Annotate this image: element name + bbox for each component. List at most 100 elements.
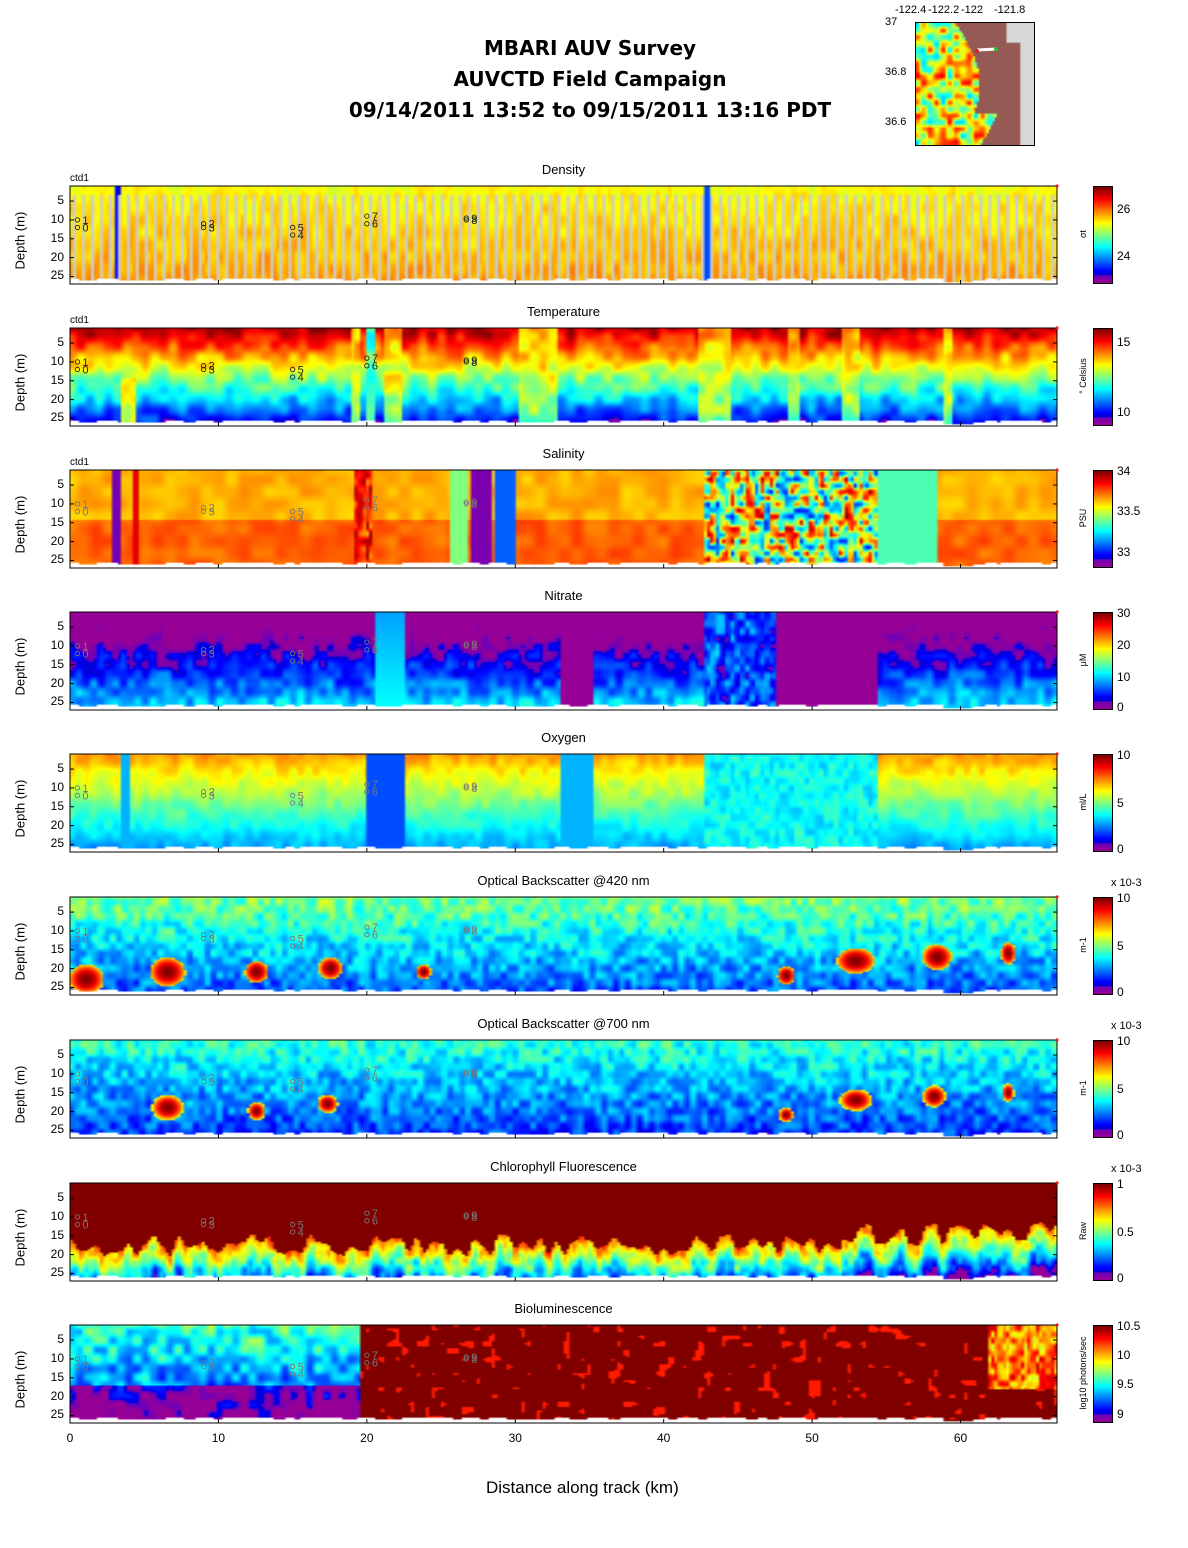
heatmap-image (70, 1325, 1057, 1423)
colorbar (1093, 754, 1113, 852)
waypoint-marker (364, 647, 370, 653)
waypoint-marker (463, 1354, 469, 1360)
waypoint-label: 8 (471, 215, 477, 227)
map-image (915, 22, 1035, 146)
colorbar-tick-label: 30 (1117, 606, 1131, 620)
waypoint-marker (364, 497, 370, 503)
y-tick-label: 20 (50, 533, 64, 548)
waypoint-marker (74, 935, 81, 942)
waypoint-label: 2 (209, 787, 215, 799)
waypoint-marker (463, 1212, 469, 1218)
heatmap-image (70, 612, 1057, 710)
waypoint-label: 0 (82, 1361, 88, 1373)
waypoint-marker (364, 924, 370, 930)
y-tick-label: 5 (57, 1190, 64, 1205)
y-tick-label: 10 (50, 1065, 64, 1080)
waypoint-marker (200, 647, 207, 653)
waypoint-label: 2 (209, 930, 215, 942)
waypoint-marker (289, 508, 296, 515)
waypoint-marker (364, 1075, 370, 1081)
colorbar-tick-label: 15 (1117, 335, 1131, 349)
waypoint-marker (364, 213, 370, 219)
colorbar-tick-label: 5 (1117, 1082, 1124, 1096)
waypoint-label: 4 (298, 230, 304, 242)
waypoint-marker (463, 641, 469, 647)
waypoint-marker (463, 643, 469, 649)
waypoint-label: 3 (209, 506, 215, 518)
waypoint-label: 5 (298, 364, 304, 376)
panel-title: Chlorophyll Fluorescence (490, 1159, 637, 1174)
waypoint-label: 5 (298, 1219, 304, 1231)
waypoint-marker (200, 1221, 207, 1228)
x-tick-label: 50 (805, 1431, 819, 1445)
y-tick-label: 25 (50, 552, 64, 567)
y-axis-label: Depth (m) (12, 1208, 28, 1267)
y-tick-label: 10 (50, 1208, 64, 1223)
colorbar-label: Raw (1078, 1222, 1088, 1241)
y-tick-label: 25 (50, 979, 64, 994)
y-tick-label: 15 (50, 1369, 64, 1384)
waypoint-marker (463, 501, 469, 507)
y-axis-label: Depth (m) (12, 211, 28, 270)
colorbar-tick-label: 10 (1117, 1034, 1131, 1048)
waypoint-label: 6 (372, 503, 378, 515)
source-label: ctd1 (70, 173, 89, 184)
y-tick-label: 10 (50, 637, 64, 652)
waypoint-label: 2 (209, 1073, 215, 1085)
colorbar-tick-label: 10.5 (1117, 1319, 1141, 1333)
colorbar-tick-label: 9 (1117, 1407, 1124, 1422)
colorbar-tick-label: 5 (1117, 939, 1124, 953)
colorbar-tick-label: 5 (1117, 796, 1124, 810)
panel-title: Bioluminescence (514, 1301, 613, 1316)
panel-frame: 10 23 54 76 98 (69, 610, 1059, 711)
waypoint-marker (289, 943, 296, 949)
panel-title: Density (541, 162, 586, 177)
x-tick-label: 60 (953, 1431, 968, 1445)
y-tick-label: 10 (50, 779, 64, 794)
waypoint-marker (200, 363, 207, 369)
y-tick-label: 20 (50, 1388, 64, 1403)
colorbar (1093, 612, 1113, 710)
colorbar-tick-label: 10 (1117, 891, 1131, 905)
colorbar-multiplier: x 10-3 (1111, 1163, 1142, 1175)
waypoint-marker (463, 359, 469, 365)
waypoint-label: 5 (298, 1076, 304, 1088)
y-tick-label: 15 (50, 656, 64, 671)
y-tick-label: 15 (50, 941, 64, 956)
waypoint-label: 5 (298, 790, 304, 802)
waypoint-label: 0 (82, 506, 88, 518)
waypoint-marker (463, 783, 469, 789)
waypoint-marker (74, 217, 81, 223)
waypoint-label: 0 (82, 1219, 88, 1231)
waypoint-marker (364, 221, 370, 227)
waypoint-label: 8 (471, 357, 477, 369)
waypoint-label: 1 (82, 499, 88, 511)
map-lon-tick: -122.2 (928, 4, 960, 16)
waypoint-marker (463, 217, 469, 223)
waypoint-marker (74, 650, 81, 657)
colorbar-tick-label: 33 (1117, 544, 1131, 559)
waypoint-marker (463, 1071, 469, 1077)
y-tick-label: 10 (50, 495, 64, 510)
waypoint-marker (200, 1218, 207, 1224)
y-tick-label: 5 (57, 904, 64, 919)
waypoint-label: 8 (471, 1354, 477, 1366)
waypoint-marker (200, 366, 207, 373)
colorbar-multiplier: x 10-3 (1111, 1020, 1142, 1032)
colorbar-tick-label: 0.5 (1117, 1225, 1134, 1239)
waypoint-label: 3 (209, 1361, 215, 1373)
waypoint-marker (200, 221, 207, 227)
waypoint-marker (463, 499, 469, 505)
y-axis-label: Depth (m) (12, 922, 28, 981)
panel-title: Salinity (542, 446, 585, 461)
waypoint-marker (200, 935, 207, 942)
waypoint-marker (200, 1075, 207, 1081)
waypoint-label: 1 (82, 926, 88, 938)
panel-title: Oxygen (541, 730, 586, 745)
waypoint-marker (289, 374, 296, 380)
waypoint-marker (74, 1071, 81, 1077)
y-tick-label: 20 (50, 1103, 64, 1118)
colorbar-label: ml/L (1078, 793, 1088, 811)
waypoint-label: 1 (82, 641, 88, 653)
waypoint-label: 1 (82, 215, 88, 227)
